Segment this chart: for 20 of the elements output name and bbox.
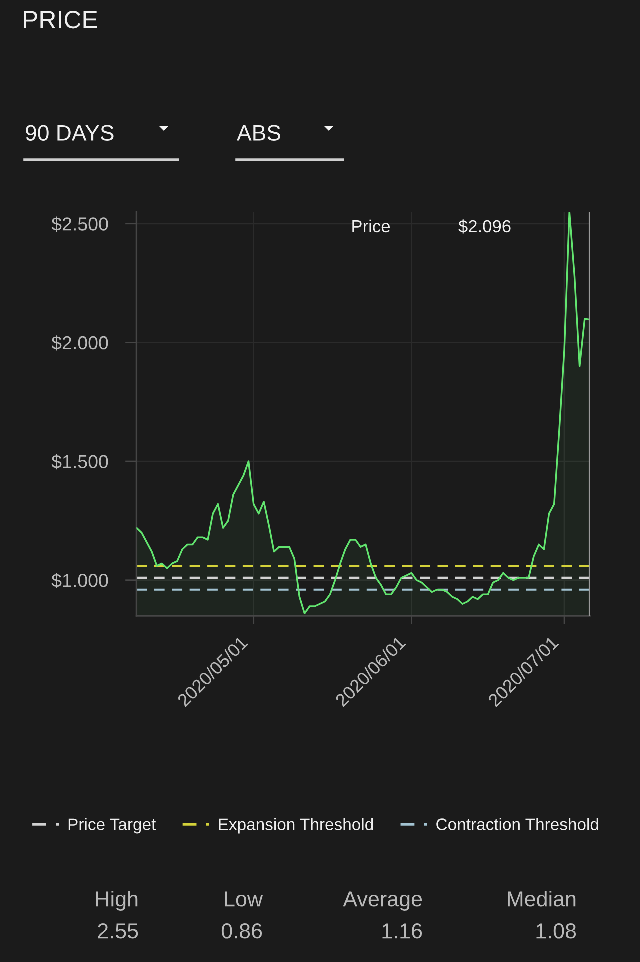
text: ABS: [237, 125, 280, 141]
text: High: [96, 890, 138, 912]
y-tick-label: $1.000: [52, 573, 108, 588]
text: Average: [343, 892, 422, 912]
y-tick-label: $1.500: [52, 454, 108, 470]
y-tick-label: $2.000: [52, 336, 108, 351]
text: Low: [225, 892, 264, 907]
text: 0.86: [222, 924, 262, 939]
text: 2.55: [98, 924, 138, 939]
text: Median: [508, 890, 576, 907]
text: 1.16: [382, 924, 422, 939]
annotation: $2.096: [458, 220, 511, 234]
legend-label: Price Target: [68, 818, 156, 834]
annotation: Price: [352, 220, 390, 233]
y-tick-label: $2.500: [52, 216, 108, 232]
text: 90 DAYS: [26, 125, 114, 141]
legend-label: Contraction Threshold: [436, 818, 598, 830]
legend-label: Expansion Threshold: [219, 818, 374, 834]
text: 1.08: [536, 924, 576, 939]
chart-title: PRICE: [24, 11, 98, 29]
